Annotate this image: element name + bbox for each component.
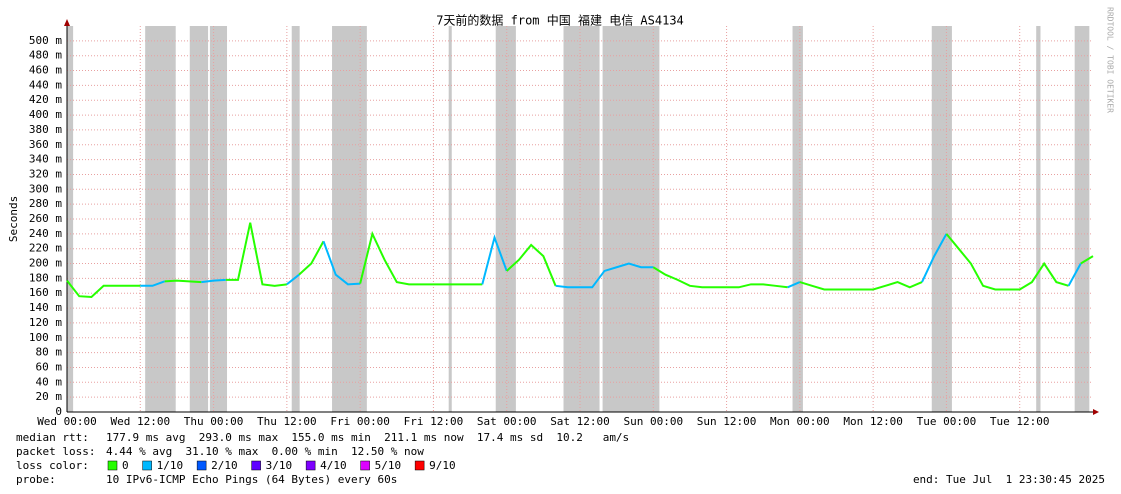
loss-band xyxy=(189,26,209,412)
stats-text: 177.9 ms avg 293.0 ms max 155.0 ms min 2… xyxy=(106,431,629,444)
x-tick-label: Sun 00:00 xyxy=(623,415,683,428)
x-tick-label: Wed 12:00 xyxy=(110,415,170,428)
median-line xyxy=(66,279,141,298)
y-arrow xyxy=(64,19,70,26)
y-tick-label: 400 m xyxy=(29,108,62,121)
y-tick-label: 420 m xyxy=(29,93,62,106)
legend-label: 4/10 xyxy=(320,459,347,472)
stats-label: packet loss: xyxy=(16,445,95,458)
legend-label: 3/10 xyxy=(266,459,293,472)
median-line xyxy=(945,233,1069,291)
y-tick-label: 340 m xyxy=(29,153,62,166)
median-line xyxy=(555,262,654,289)
x-tick-label: Mon 00:00 xyxy=(770,415,830,428)
x-tick-label: Mon 12:00 xyxy=(843,415,903,428)
y-tick-label: 440 m xyxy=(29,78,62,91)
y-tick-label: 260 m xyxy=(29,212,62,225)
loss-band xyxy=(448,26,452,412)
watermark: RRDTOOL / TOBI OETIKER xyxy=(1106,7,1115,113)
chart-title: 7天前的数据 from 中国 福建 电信 AS4134 xyxy=(436,13,684,28)
legend-label: 9/10 xyxy=(429,459,456,472)
median-line xyxy=(1080,255,1094,265)
loss-band xyxy=(563,26,600,412)
median-line xyxy=(286,273,300,286)
median-line xyxy=(298,240,325,276)
y-tick-label: 160 m xyxy=(29,286,62,299)
legend-swatch xyxy=(360,460,370,471)
y-tick-label: 240 m xyxy=(29,227,62,240)
end-time: end: Tue Jul 1 23:30:45 2025 xyxy=(913,473,1105,486)
y-tick-label: 480 m xyxy=(29,49,62,62)
y-tick-label: 460 m xyxy=(29,64,62,77)
y-tick-label: 60 m xyxy=(36,360,63,373)
y-axis-label: Seconds xyxy=(7,196,20,242)
median-line xyxy=(787,281,801,289)
x-tick-label: Fri 00:00 xyxy=(330,415,390,428)
median-line xyxy=(921,233,948,283)
loss-band xyxy=(792,26,803,412)
median-line xyxy=(322,240,361,286)
y-tick-label: 320 m xyxy=(29,167,62,180)
legend-label: 5/10 xyxy=(375,459,402,472)
legend-label: loss color: xyxy=(16,459,89,472)
legend-swatch xyxy=(251,460,261,471)
y-tick-label: 200 m xyxy=(29,257,62,270)
y-tick-label: 360 m xyxy=(29,138,62,151)
stats-text: 4.44 % avg 31.10 % max 0.00 % min 12.50 … xyxy=(106,445,424,458)
y-tick-label: 0 xyxy=(55,405,62,418)
median-line xyxy=(799,281,923,291)
y-tick-label: 20 m xyxy=(36,390,63,403)
y-tick-label: 80 m xyxy=(36,346,63,359)
legend-swatch xyxy=(414,460,425,471)
y-tick-label: 300 m xyxy=(29,182,62,195)
loss-band xyxy=(209,26,228,412)
loss-band xyxy=(1074,26,1090,412)
legend-swatch xyxy=(305,460,316,471)
y-tick-label: 500 m xyxy=(29,34,62,47)
legend-label: 1/10 xyxy=(157,459,184,472)
median-line xyxy=(164,279,202,284)
y-tick-label: 220 m xyxy=(29,242,62,255)
x-tick-label: Sat 00:00 xyxy=(477,415,537,428)
legend-swatch xyxy=(196,460,207,471)
y-tick-label: 180 m xyxy=(29,271,62,284)
x-tick-label: Thu 00:00 xyxy=(184,415,244,428)
probe-text: 10 IPv6-ICMP Echo Pings (64 Bytes) every… xyxy=(106,473,397,486)
y-tick-label: 120 m xyxy=(29,316,62,329)
x-tick-label: Thu 12:00 xyxy=(257,415,317,428)
median-line xyxy=(359,230,483,286)
probe-label: probe: xyxy=(16,473,56,486)
y-tick-label: 140 m xyxy=(29,301,62,314)
median-line xyxy=(140,280,166,287)
legend-swatch xyxy=(107,460,118,471)
x-tick-label: Sat 12:00 xyxy=(550,415,610,428)
median-line xyxy=(1067,263,1082,287)
median-line xyxy=(225,222,287,287)
x-tick-label: Fri 12:00 xyxy=(404,415,464,428)
y-tick-label: 40 m xyxy=(36,375,63,388)
median-line xyxy=(481,234,508,285)
legend-swatch xyxy=(142,460,152,471)
y-tick-label: 100 m xyxy=(29,331,62,344)
legend-label: 0 xyxy=(122,459,129,472)
loss-band xyxy=(1036,26,1041,412)
stats-label: median rtt: xyxy=(16,431,89,444)
y-tick-label: 280 m xyxy=(29,197,62,210)
y-tick-label: 380 m xyxy=(29,123,62,136)
x-tick-label: Sun 12:00 xyxy=(697,415,757,428)
x-tick-label: Tue 12:00 xyxy=(990,415,1050,428)
legend: 0 1/10 2/10 3/10 4/10 5/10 9/10 xyxy=(107,459,456,472)
legend-label: 2/10 xyxy=(211,459,238,472)
x-tick-label: Wed 00:00 xyxy=(37,415,97,428)
median-line xyxy=(652,266,788,289)
plot-area: 0 20 m 40 m 60 m80 m 100 m 120 m 140 m 160 m 180… xyxy=(29,26,1094,428)
median-line xyxy=(506,243,557,287)
loss-band xyxy=(602,26,660,412)
x-arrow xyxy=(1093,409,1099,415)
median-line xyxy=(201,278,226,284)
x-tick-label: Tue 00:00 xyxy=(917,415,977,428)
